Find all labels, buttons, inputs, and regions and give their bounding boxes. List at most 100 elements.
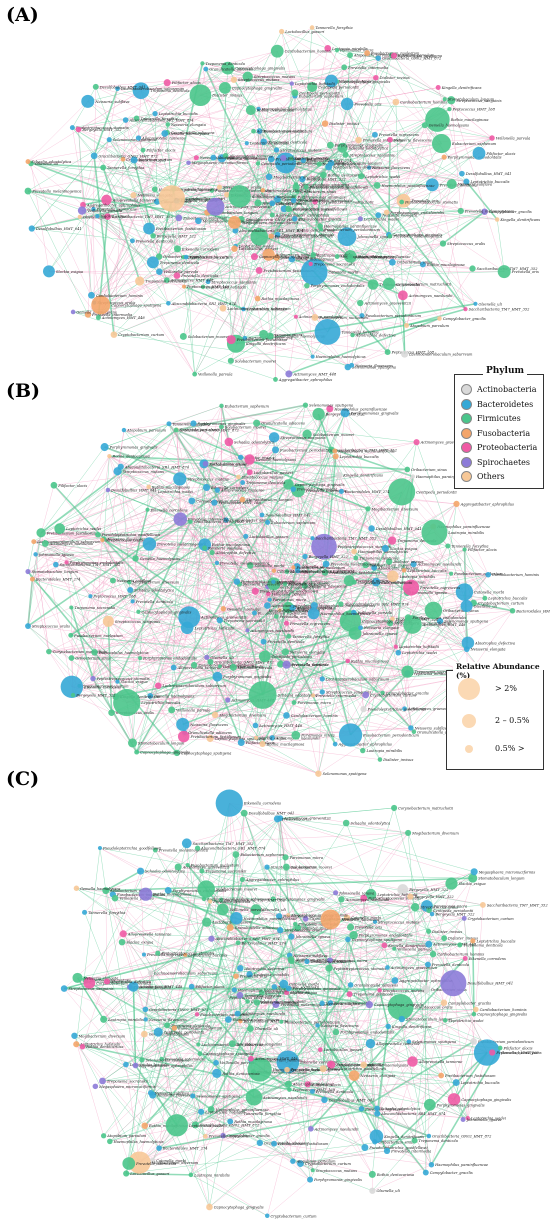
- network-edge: [424, 125, 466, 310]
- node-label: Pseudoleptotrichia_goodfellowii: [327, 1067, 386, 1071]
- network-node: [247, 1057, 272, 1082]
- node-label: Solobacterium_moorei: [370, 564, 411, 568]
- node-label: Dialister_invisus: [301, 926, 332, 930]
- node-label: Aggregatibacter_aphrophilus: [245, 878, 299, 882]
- network-edge: [250, 994, 350, 1061]
- network-edge: [40, 429, 177, 534]
- network-edge: [242, 879, 292, 962]
- node-label: Porphyromonas_endodontalis: [411, 616, 466, 620]
- network-node: [262, 248, 275, 261]
- network-edge: [177, 248, 362, 316]
- network-edge: [353, 1075, 378, 1109]
- network-node: [248, 1055, 254, 1062]
- network-node: [301, 582, 308, 589]
- network-edge: [153, 54, 351, 236]
- network-node: [70, 309, 76, 315]
- network-edge: [81, 210, 154, 263]
- network-node: [132, 1062, 139, 1069]
- network-edge: [262, 673, 408, 745]
- network-node: [150, 488, 157, 495]
- node-label: Lactobacillus_gasseri: [185, 197, 225, 201]
- network-edge: [216, 562, 248, 631]
- network-node: [426, 928, 432, 934]
- node-label: Leptotrichia_buccalis: [406, 569, 446, 573]
- network-node: [227, 357, 234, 364]
- node-label: Fretibacterium_fastidiosum: [256, 1070, 308, 1074]
- node-label: Kingella_denitrificans: [245, 342, 286, 346]
- node-label: Prevotella_intermedia: [305, 489, 346, 493]
- network-node: [150, 233, 156, 239]
- node-label: Streptococcus_oralis: [106, 538, 144, 542]
- network-node: [462, 956, 468, 961]
- network-edge: [373, 567, 393, 620]
- network-edge: [148, 228, 353, 336]
- network-node: [224, 1016, 232, 1023]
- network-edge: [136, 664, 195, 753]
- network-edge: [176, 1075, 442, 1126]
- panel-label-a: (A): [6, 4, 39, 26]
- network-edge: [103, 167, 155, 190]
- network-edge: [200, 94, 452, 185]
- node-label: Oribacterium_sinus: [301, 190, 337, 194]
- node-label: Cardiobacterium_hominis: [285, 50, 332, 54]
- network-edge: [125, 1064, 140, 1163]
- legend-label: Bacteroidetes: [477, 399, 534, 409]
- node-label: Haemophilus_haemolyticus: [282, 915, 333, 919]
- network-edge: [394, 476, 414, 647]
- edge-layer: [63, 802, 501, 1216]
- network-edge: [386, 212, 444, 244]
- network-edge: [293, 488, 393, 541]
- network-node: [140, 147, 146, 153]
- network-edge: [191, 500, 408, 674]
- node-label: Saccharibacteria_TM7_HMT_352: [225, 898, 287, 902]
- network-edge: [193, 423, 241, 458]
- network-node: [397, 884, 409, 895]
- network-node: [440, 970, 467, 997]
- node-label: Neisseria_subflava: [207, 546, 242, 550]
- node-label: Megasphaera_micronuciformis: [191, 161, 249, 165]
- node-label: Gemella_haemolysans: [368, 1063, 408, 1067]
- network-edge: [157, 848, 198, 954]
- network-edge: [214, 664, 281, 716]
- network-edge: [73, 303, 169, 313]
- network-edge: [266, 866, 483, 906]
- network-edge: [27, 101, 88, 162]
- network-edge: [59, 478, 180, 529]
- network-edge: [98, 108, 259, 318]
- network-node: [216, 184, 223, 190]
- node-label: Actinomyces_naeslundii: [314, 1127, 359, 1131]
- network-node: [357, 299, 364, 307]
- network-edge: [153, 98, 445, 237]
- network-edge: [145, 1019, 231, 1122]
- network-node: [290, 1158, 296, 1164]
- network-edge: [103, 1019, 136, 1066]
- network-edge: [456, 503, 489, 575]
- network-edge: [92, 514, 263, 679]
- node-label: Rothia_dentocariosa: [221, 1072, 259, 1076]
- node-label: Treponema_socranskii: [379, 283, 420, 287]
- legend-label: Fusobacteria: [477, 428, 531, 438]
- node-label: Eubacterium_saphenum: [239, 853, 285, 857]
- network-edge: [84, 898, 205, 913]
- node-label: Rothia_mucilaginosa: [350, 659, 389, 663]
- network-node: [254, 295, 261, 302]
- node-label: Leptotrichia_buccalis: [339, 455, 379, 459]
- node-label: Slackia_exigua: [259, 736, 286, 740]
- network-edge: [353, 889, 403, 936]
- network-edge: [132, 709, 172, 744]
- node-label: Solobacterium_moorei: [291, 866, 332, 870]
- network-node: [197, 1051, 203, 1057]
- node-label: Haemophilus_parainfluenzae: [436, 525, 490, 529]
- node-label: Neisseria_flavescens: [156, 1094, 195, 1098]
- network-edge: [312, 86, 376, 135]
- network-edge: [174, 997, 227, 1029]
- network-edge: [151, 901, 211, 1096]
- network-edge: [209, 818, 281, 902]
- network-edge: [243, 208, 285, 310]
- network-edge: [48, 271, 389, 285]
- network-edge: [112, 894, 146, 1020]
- network-edge: [453, 983, 469, 1119]
- node-label: Alloprevotella_tannerae: [228, 154, 273, 158]
- node-label: Gemella_haemolysans: [80, 887, 120, 891]
- network-node: [321, 569, 329, 576]
